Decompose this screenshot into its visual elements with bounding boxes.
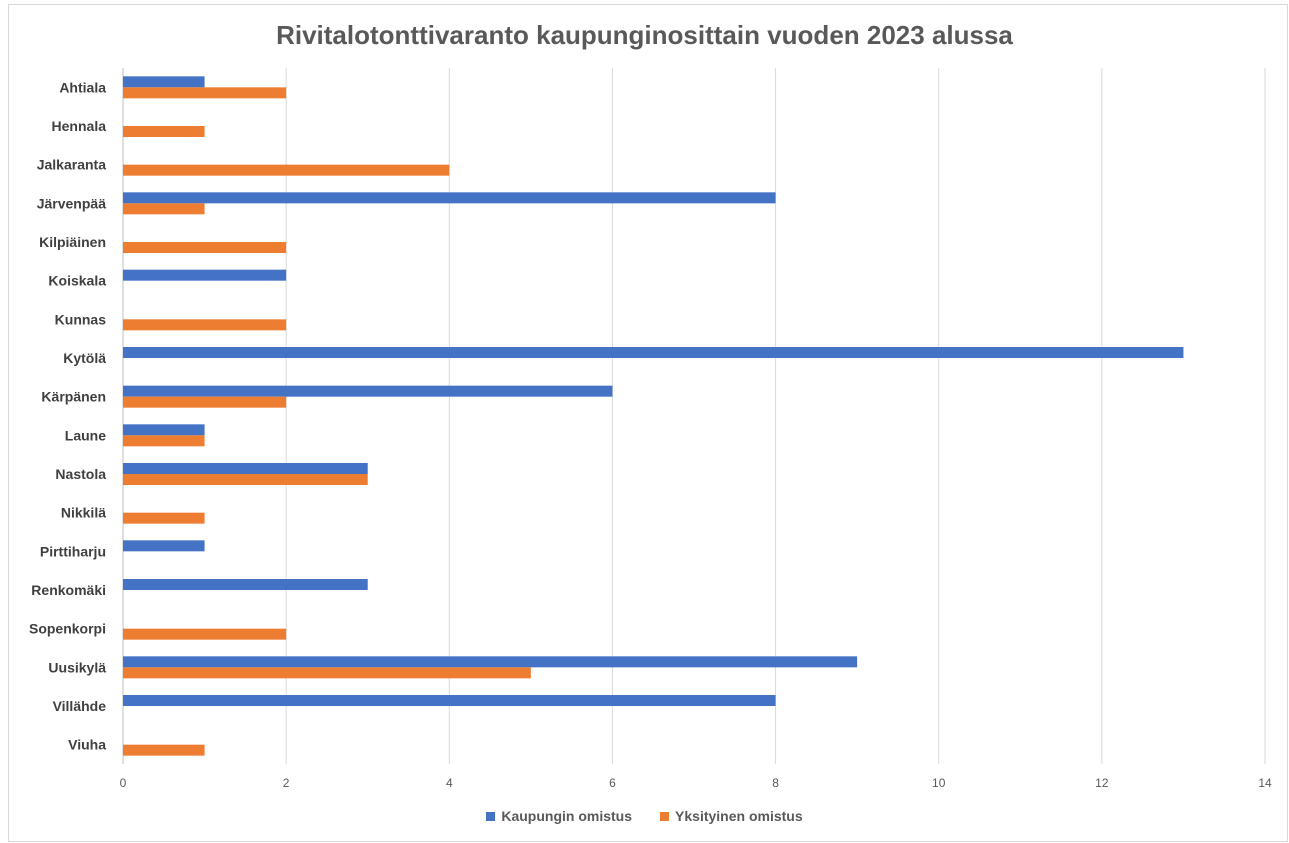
bar-kaupungin-omistus: [123, 347, 1184, 358]
bar-yksityinen-omistus: [123, 628, 287, 640]
category-label: Uusikylä: [48, 659, 106, 675]
category-label: Järvenpää: [37, 195, 106, 211]
legend-swatch-yksityinen: [660, 811, 670, 821]
bar-kaupungin-omistus: [123, 656, 858, 668]
bar-yksityinen-omistus: [123, 164, 450, 176]
x-tick-label: 12: [1095, 776, 1109, 790]
bar-yksityinen-omistus: [123, 744, 205, 756]
bar-yksityinen-omistus: [123, 474, 368, 485]
bar-kaupungin-omistus: [123, 424, 205, 436]
x-axis-ticks: 0 2 4 6 8 10 12 14: [120, 776, 1272, 790]
legend-item-kaupungin: Kaupungin omistus: [486, 808, 632, 824]
category-label: Kytölä: [63, 350, 106, 366]
bar-kaupungin-omistus: [123, 269, 287, 281]
gridlines: [122, 68, 1266, 764]
category-label: Renkomäki: [31, 582, 106, 598]
bar-kaupungin-omistus: [123, 540, 205, 552]
category-label: Nastola: [55, 466, 106, 482]
category-label: Kunnas: [55, 311, 107, 327]
bar-yksityinen-omistus: [123, 667, 531, 679]
x-tick-label: 0: [120, 776, 127, 790]
category-labels: Ahtiala Hennala Jalkaranta Järvenpää Kilpiäi…: [29, 79, 106, 752]
category-label: Kilpiäinen: [39, 234, 106, 250]
bar-yksityinen-omistus: [123, 126, 205, 137]
x-tick-label: 6: [609, 776, 616, 790]
x-tick-label: 8: [772, 776, 779, 790]
bar-yksityinen-omistus: [123, 319, 287, 331]
category-label: Nikkilä: [61, 505, 106, 521]
bar-yksityinen-omistus: [123, 203, 205, 215]
bar-yksityinen-omistus: [123, 435, 205, 447]
x-tick-label: 14: [1258, 776, 1272, 790]
category-label: Viuha: [68, 737, 106, 753]
chart-title: Rivitalotonttivaranto kaupunginosittain …: [276, 20, 1013, 50]
bar-yksityinen-omistus: [123, 396, 287, 408]
bar-yksityinen-omistus: [123, 87, 287, 99]
bar-kaupungin-omistus: [123, 76, 205, 88]
x-tick-label: 2: [283, 776, 290, 790]
category-label: Jalkaranta: [37, 157, 106, 173]
legend-item-yksityinen: Yksityinen omistus: [660, 808, 803, 824]
bar-yksityinen-omistus: [123, 512, 205, 524]
bar-kaupungin-omistus: [123, 385, 613, 397]
x-tick-label: 10: [932, 776, 946, 790]
category-label: Villähde: [53, 698, 107, 714]
bar-kaupungin-omistus: [123, 192, 776, 204]
bar-kaupungin-omistus: [123, 695, 776, 706]
bars: [123, 76, 1184, 756]
category-label: Kärpänen: [41, 389, 106, 405]
legend: Kaupungin omistus Yksityinen omistus: [0, 808, 1289, 824]
bar-kaupungin-omistus: [123, 463, 368, 474]
category-label: Hennala: [52, 118, 107, 134]
category-label: Koiskala: [48, 273, 106, 289]
legend-label-yksityinen: Yksityinen omistus: [675, 808, 803, 824]
category-label: Laune: [65, 427, 106, 443]
legend-swatch-kaupungin: [486, 811, 496, 821]
x-tick-label: 4: [446, 776, 453, 790]
category-label: Sopenkorpi: [29, 621, 106, 637]
bar-yksityinen-omistus: [123, 242, 287, 253]
category-label: Ahtiala: [59, 79, 106, 95]
bar-kaupungin-omistus: [123, 579, 368, 590]
category-label: Pirttiharju: [40, 543, 106, 559]
legend-label-kaupungin: Kaupungin omistus: [501, 808, 633, 824]
